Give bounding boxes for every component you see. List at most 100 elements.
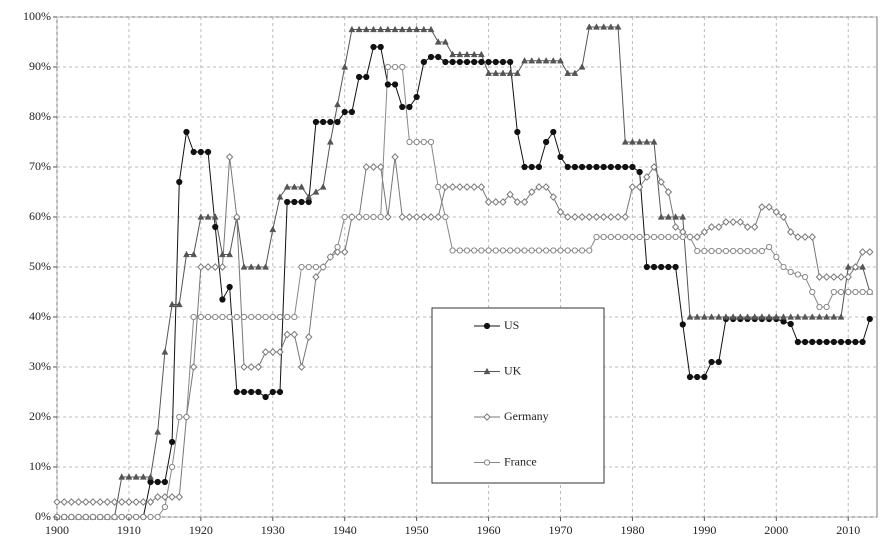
marker (442, 38, 449, 45)
marker (845, 288, 852, 296)
marker (74, 498, 83, 506)
marker (384, 25, 392, 33)
marker (154, 493, 162, 501)
y-tick-label: 80% (29, 109, 51, 123)
marker (513, 69, 521, 76)
marker (837, 288, 845, 296)
marker (60, 498, 68, 506)
marker (312, 263, 320, 271)
marker (477, 183, 486, 191)
marker (543, 247, 550, 254)
marker (845, 338, 852, 346)
marker (643, 173, 651, 181)
marker (599, 213, 608, 221)
marker (356, 73, 363, 81)
marker (629, 163, 636, 171)
marker (694, 373, 701, 381)
marker (298, 263, 305, 271)
marker (650, 138, 658, 145)
marker (284, 313, 291, 321)
marker (586, 163, 593, 171)
marker (730, 247, 737, 255)
marker (125, 498, 133, 506)
marker (305, 333, 313, 341)
marker (658, 233, 665, 241)
marker (449, 247, 456, 254)
y-tick-label: 0% (35, 509, 51, 523)
marker (664, 213, 672, 220)
y-tick-label: 70% (29, 159, 51, 173)
marker (478, 247, 485, 254)
marker (809, 288, 816, 296)
marker (183, 250, 190, 258)
marker (715, 247, 722, 255)
marker (233, 213, 241, 221)
marker (535, 183, 543, 191)
marker (442, 58, 449, 66)
marker (362, 163, 370, 171)
marker (852, 338, 859, 346)
marker (348, 108, 356, 116)
legend-label: Germany (504, 409, 549, 423)
marker (363, 213, 370, 221)
marker (391, 63, 399, 71)
marker (794, 271, 801, 278)
x-tick-label: 2010 (836, 523, 860, 537)
marker (571, 213, 579, 221)
legend-items: US UK Germany France (474, 318, 549, 468)
marker (146, 498, 155, 506)
x-tick-label: 1980 (620, 523, 644, 537)
marker (801, 313, 809, 320)
marker (830, 313, 838, 320)
marker (412, 213, 421, 221)
marker (326, 138, 334, 145)
marker (780, 313, 787, 320)
marker (471, 58, 478, 66)
marker (514, 247, 521, 254)
marker (284, 198, 291, 206)
marker (312, 118, 320, 126)
marker (68, 513, 75, 521)
marker (276, 193, 284, 200)
marker (557, 153, 564, 161)
marker (635, 183, 644, 191)
marker (420, 58, 427, 66)
marker (672, 233, 679, 241)
marker (483, 459, 491, 466)
marker (413, 138, 420, 146)
marker (448, 183, 457, 191)
marker (520, 198, 529, 206)
marker (657, 213, 665, 220)
marker (737, 247, 744, 255)
marker (175, 300, 183, 308)
marker (751, 223, 759, 231)
marker (197, 148, 204, 156)
y-tick-label: 60% (29, 209, 51, 223)
marker (722, 247, 730, 255)
marker (550, 247, 557, 254)
marker (276, 313, 284, 321)
marker (715, 358, 722, 366)
marker (571, 163, 578, 171)
marker (671, 223, 680, 231)
marker (823, 313, 831, 320)
marker (254, 363, 263, 371)
marker (528, 57, 536, 64)
marker (758, 247, 766, 255)
marker (218, 263, 227, 271)
marker (866, 315, 873, 323)
y-tick-label: 90% (29, 59, 51, 73)
marker (542, 57, 550, 64)
marker (290, 183, 298, 190)
marker (413, 93, 420, 101)
marker (161, 478, 168, 486)
marker (97, 513, 104, 521)
marker (269, 225, 277, 233)
marker (550, 128, 557, 136)
x-tick-label: 1940 (333, 523, 357, 537)
marker (355, 25, 363, 33)
marker (211, 263, 219, 271)
marker (499, 198, 507, 206)
marker (132, 473, 140, 480)
